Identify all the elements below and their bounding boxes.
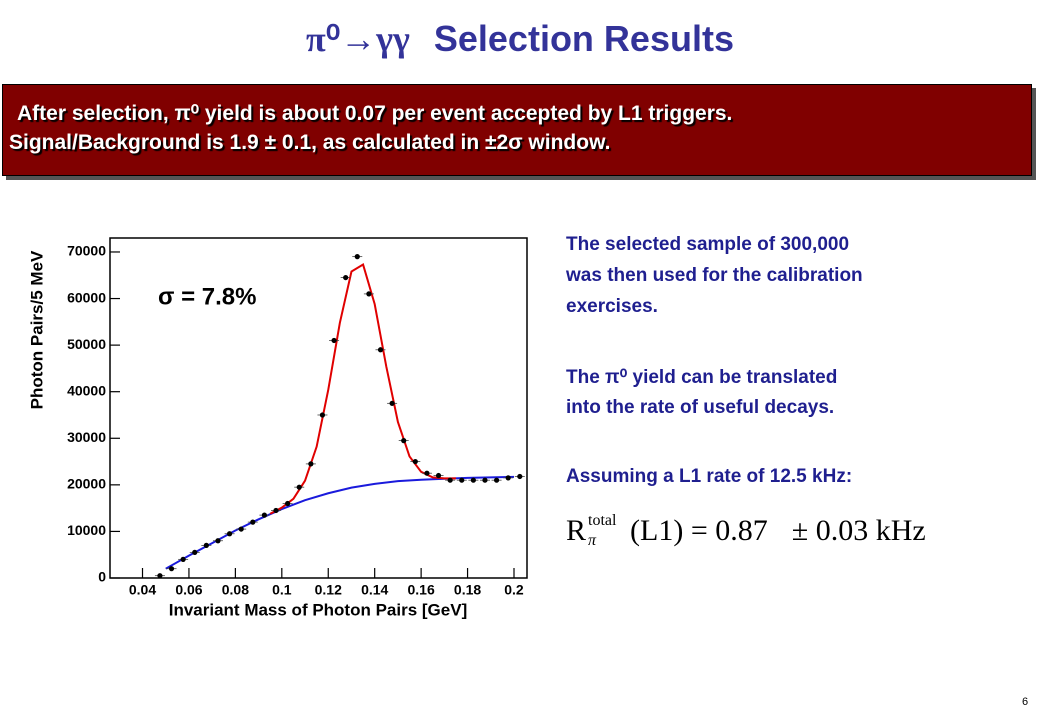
x-tick-label: 0.18 [454,582,481,598]
x-axis-label: Invariant Mass of Photon Pairs [GeV] [169,600,468,619]
note: was then used for the calibration [566,265,863,286]
fit-curve [165,475,515,570]
y-tick-label: 10000 [67,522,106,538]
y-axis-label: Photon Pairs/5 MeV [27,250,46,409]
data-point [273,507,279,514]
y-tick-label: 60000 [67,289,106,305]
data-point [215,538,221,544]
data-point [296,484,302,490]
note: The π⁰ yield can be translated [566,367,838,388]
annotation: σ = 7.8% [158,283,256,310]
slide-title: π⁰→γγ Selection Results [0,18,1040,60]
data-point [459,477,465,483]
x-tick-label: 0.1 [272,582,292,598]
data-point [203,542,209,548]
data-point [424,470,430,476]
data-point [505,475,511,481]
banner-line: Signal/Background is 1.9 ± 0.1, as calcu… [9,131,611,154]
x-tick-label: 0.14 [361,582,388,598]
x-tick-label: 0.08 [222,582,249,598]
data-point [377,347,384,353]
note: Assuming a L1 rate of 12.5 kHz: [566,466,853,487]
formula-sub: π [588,532,597,549]
formula-symbol: R [566,514,587,547]
data-point [180,556,186,562]
plot-frame [109,237,528,579]
x-tick-label: 0.12 [315,582,342,598]
data-point [192,549,198,555]
x-tick-label: 0.2 [504,582,524,598]
y-tick-label: 40000 [67,382,106,398]
y-tick-label: 50000 [67,336,106,352]
title-symbol: π⁰→γγ [306,19,410,59]
data-point [157,573,163,579]
formula-sup: total [588,512,617,529]
data-point [412,458,418,465]
data-point [308,461,314,467]
fit-curve [269,263,456,515]
y-tick-label: 0 [98,569,106,585]
formula-error: ± 0.03 kHz [791,514,926,547]
data-point [366,291,372,297]
data-point [331,337,337,344]
data-point [493,477,500,483]
data-point [226,531,233,537]
note: exercises. [566,296,658,317]
data-point [168,566,175,572]
title-text: Selection Results [433,18,734,59]
data-point [343,274,349,281]
data-point [447,477,453,483]
data-point [482,477,488,483]
banner: After selection, π⁰ yield is about 0.07 … [2,84,1032,176]
page-number: 6 [1022,696,1029,708]
x-tick-label: 0.04 [129,582,156,598]
banner-line: After selection, π⁰ yield is about 0.07 … [17,102,733,125]
data-point [401,438,407,444]
data-point [285,500,291,507]
y-tick-label: 30000 [67,429,106,445]
note: into the rate of useful decays. [566,397,835,418]
data-point [319,412,326,418]
data-point [261,512,268,518]
data-point [238,526,244,532]
data-point [435,472,442,479]
data-point [517,473,523,480]
note: The selected sample of 300,000 [566,234,850,255]
y-tick-label: 70000 [67,243,106,259]
data-point [354,254,360,260]
y-tick-label: 20000 [67,476,106,492]
data-point [250,519,256,525]
data-point [389,400,395,406]
x-tick-label: 0.06 [175,582,202,598]
formula-body: (L1) = 0.87 [630,514,768,547]
x-tick-label: 0.16 [407,582,434,598]
data-point [470,477,476,483]
